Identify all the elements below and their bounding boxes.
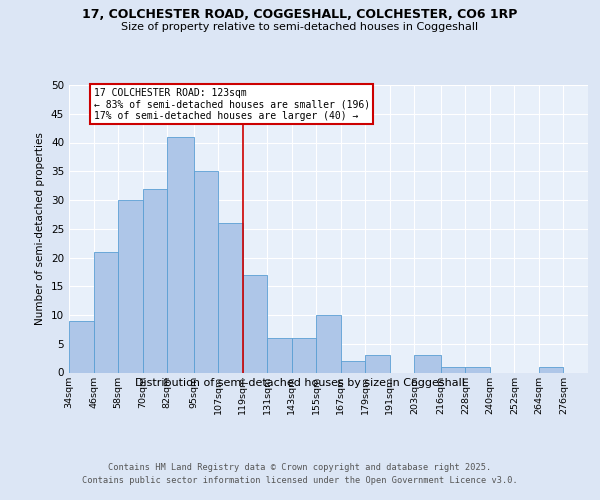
Text: 17 COLCHESTER ROAD: 123sqm
← 83% of semi-detached houses are smaller (196)
17% o: 17 COLCHESTER ROAD: 123sqm ← 83% of semi… — [94, 88, 370, 121]
Bar — [441, 367, 466, 372]
Bar — [69, 321, 94, 372]
Bar — [118, 200, 143, 372]
Bar — [341, 361, 365, 372]
Text: Contains HM Land Registry data © Crown copyright and database right 2025.: Contains HM Land Registry data © Crown c… — [109, 462, 491, 471]
Bar — [415, 355, 441, 372]
Bar — [167, 136, 194, 372]
Text: 17, COLCHESTER ROAD, COGGESHALL, COLCHESTER, CO6 1RP: 17, COLCHESTER ROAD, COGGESHALL, COLCHES… — [82, 8, 518, 20]
Bar — [316, 315, 341, 372]
Text: Contains public sector information licensed under the Open Government Licence v3: Contains public sector information licen… — [82, 476, 518, 485]
Bar — [143, 188, 167, 372]
Text: Distribution of semi-detached houses by size in Coggeshall: Distribution of semi-detached houses by … — [135, 378, 465, 388]
Bar — [466, 367, 490, 372]
Text: Size of property relative to semi-detached houses in Coggeshall: Size of property relative to semi-detach… — [121, 22, 479, 32]
Bar — [539, 367, 563, 372]
Bar — [194, 171, 218, 372]
Bar — [218, 223, 242, 372]
Bar — [267, 338, 292, 372]
Y-axis label: Number of semi-detached properties: Number of semi-detached properties — [35, 132, 46, 325]
Bar — [242, 275, 267, 372]
Bar — [365, 355, 390, 372]
Bar — [94, 252, 118, 372]
Bar — [292, 338, 316, 372]
